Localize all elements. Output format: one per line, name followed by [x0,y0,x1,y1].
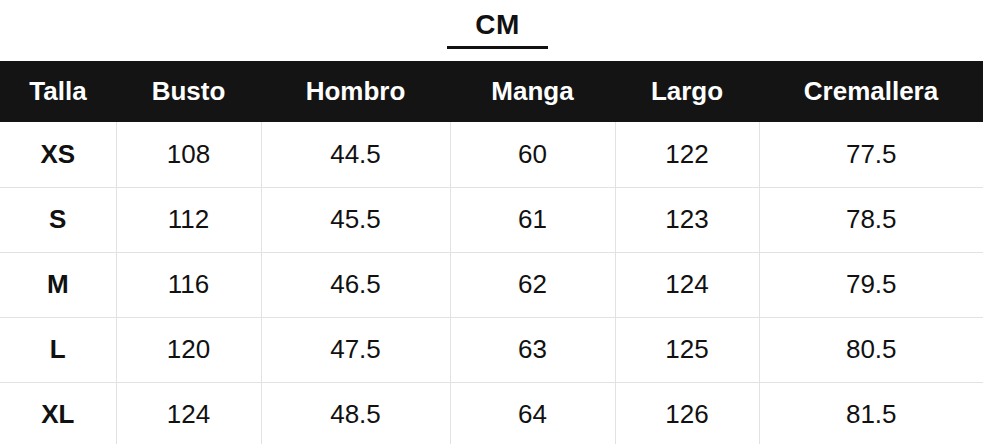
value-cell: 122 [615,122,759,187]
value-cell: 78.5 [759,187,983,252]
value-cell: 125 [615,317,759,382]
value-cell: 60 [450,122,615,187]
value-cell: 108 [116,122,261,187]
unit-title: CM [475,11,520,39]
size-cell: XL [0,382,116,444]
value-cell: 64 [450,382,615,444]
table-row: M 116 46.5 62 124 79.5 [0,252,983,317]
unit-header: CM [6,0,983,61]
size-cell: XS [0,122,116,187]
value-cell: 120 [116,317,261,382]
value-cell: 112 [116,187,261,252]
value-cell: 123 [615,187,759,252]
value-cell: 81.5 [759,382,983,444]
column-header-manga: Manga [450,61,615,122]
size-cell: L [0,317,116,382]
value-cell: 45.5 [261,187,450,252]
column-header-cremallera: Cremallera [759,61,983,122]
size-cell: M [0,252,116,317]
column-header-talla: Talla [0,61,116,122]
value-cell: 44.5 [261,122,450,187]
unit-underline [447,46,548,49]
size-chart-table: Talla Busto Hombro Manga Largo Cremaller… [0,61,983,444]
value-cell: 47.5 [261,317,450,382]
table-row: XS 108 44.5 60 122 77.5 [0,122,983,187]
value-cell: 63 [450,317,615,382]
table-row: S 112 45.5 61 123 78.5 [0,187,983,252]
size-cell: S [0,187,116,252]
value-cell: 62 [450,252,615,317]
value-cell: 80.5 [759,317,983,382]
value-cell: 77.5 [759,122,983,187]
value-cell: 124 [116,382,261,444]
value-cell: 61 [450,187,615,252]
value-cell: 79.5 [759,252,983,317]
value-cell: 46.5 [261,252,450,317]
size-chart-page: CM Talla Busto Hombro Manga Largo Cremal… [0,0,983,444]
table-row: XL 124 48.5 64 126 81.5 [0,382,983,444]
value-cell: 124 [615,252,759,317]
column-header-largo: Largo [615,61,759,122]
value-cell: 126 [615,382,759,444]
value-cell: 48.5 [261,382,450,444]
table-row: L 120 47.5 63 125 80.5 [0,317,983,382]
header-row: Talla Busto Hombro Manga Largo Cremaller… [0,61,983,122]
column-header-hombro: Hombro [261,61,450,122]
value-cell: 116 [116,252,261,317]
column-header-busto: Busto [116,61,261,122]
